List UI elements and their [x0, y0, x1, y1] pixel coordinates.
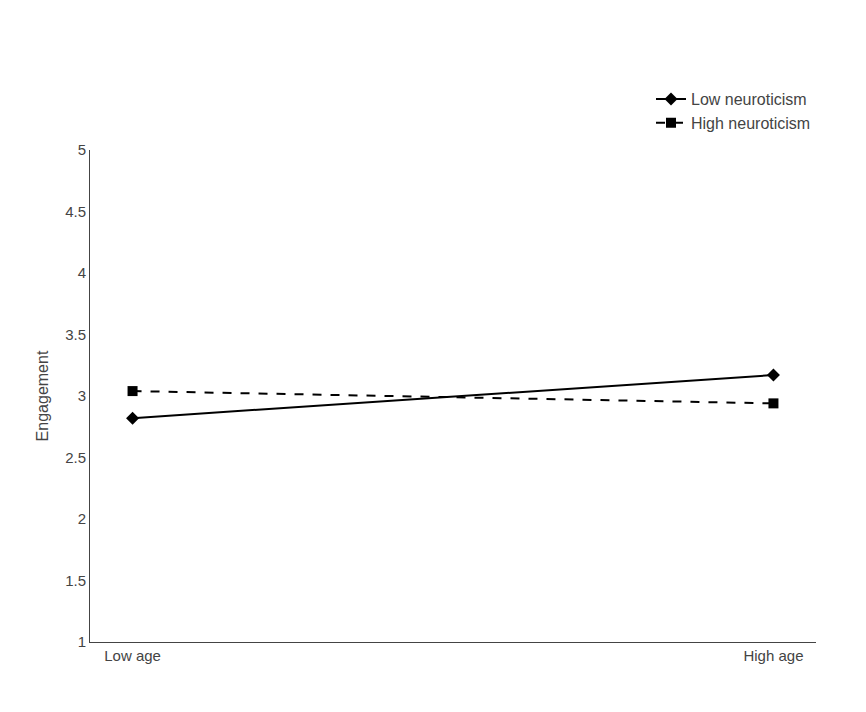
- svg-text:4: 4: [78, 264, 86, 281]
- svg-text:2: 2: [78, 510, 86, 527]
- svg-text:High age: High age: [743, 647, 803, 664]
- svg-text:2.5: 2.5: [65, 449, 86, 466]
- svg-text:3: 3: [78, 387, 86, 404]
- svg-text:High neuroticism: High neuroticism: [691, 115, 810, 132]
- svg-text:1: 1: [78, 633, 86, 650]
- svg-text:Low age: Low age: [104, 647, 161, 664]
- svg-text:5: 5: [78, 141, 86, 158]
- svg-text:4.5: 4.5: [65, 203, 86, 220]
- svg-text:Low neuroticism: Low neuroticism: [691, 91, 807, 108]
- svg-text:3.5: 3.5: [65, 326, 86, 343]
- svg-text:1.5: 1.5: [65, 572, 86, 589]
- svg-text:Engagement: Engagement: [34, 350, 51, 441]
